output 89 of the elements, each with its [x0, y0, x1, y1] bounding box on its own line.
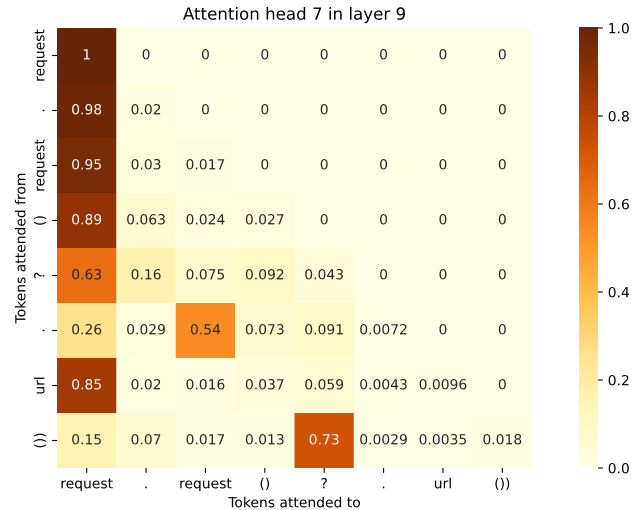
data-label: 0 — [380, 49, 388, 60]
color-bar-label: 0.0 — [608, 462, 629, 474]
data-label: 0.07 — [132, 434, 160, 445]
data-label: 0 — [320, 214, 328, 225]
data-label: 0 — [498, 379, 506, 390]
data-label: 0.0029 — [360, 434, 407, 445]
data-label: 0 — [498, 324, 506, 335]
y-tick-label: request — [34, 139, 48, 191]
x-tick-label: ? — [322, 478, 327, 488]
y-tick-label: () — [34, 216, 46, 225]
color-bar-label: 0.8 — [608, 110, 629, 122]
data-label: 0 — [439, 159, 446, 170]
x-tick-label: . — [382, 486, 384, 488]
y-tick-label: url — [34, 378, 45, 394]
data-label: 0 — [320, 159, 328, 170]
y-tick-label: . — [42, 110, 44, 112]
data-label: 0.063 — [127, 214, 165, 225]
data-label: 0.043 — [305, 269, 343, 280]
data-label: 0 — [202, 49, 209, 60]
data-label: 0.63 — [72, 269, 102, 280]
y-tick-label: ? — [34, 272, 44, 278]
x-tick-label: ()) — [495, 478, 510, 490]
data-label: 0.029 — [127, 324, 165, 335]
data-label: 0.0096 — [420, 379, 466, 390]
data-label: 0 — [261, 159, 268, 170]
data-label: 0 — [439, 214, 446, 225]
data-label: 1 — [84, 49, 90, 60]
data-label: 0.73 — [310, 434, 339, 445]
data-label: 0.02 — [132, 379, 160, 390]
y-tick-label: request — [34, 29, 48, 81]
data-label: 0.013 — [246, 434, 284, 445]
data-label: 0.075 — [186, 269, 224, 280]
data-label: 0 — [380, 269, 388, 280]
data-label: 0 — [142, 49, 150, 60]
data-label: 0 — [439, 269, 446, 280]
data-label: 0.024 — [186, 214, 225, 225]
data-label: 0.26 — [72, 324, 102, 335]
data-label: 0.15 — [72, 434, 101, 445]
data-label: 0.091 — [305, 324, 343, 335]
data-label: 0 — [498, 214, 506, 225]
data-label: 0.016 — [186, 379, 224, 390]
data-label: 0 — [380, 214, 388, 225]
data-label: 0.89 — [72, 214, 102, 225]
x-tick-label: request — [62, 478, 113, 492]
color-bar-label: 0.6 — [608, 198, 629, 210]
data-label: 0.95 — [72, 159, 101, 170]
data-label: 0 — [498, 104, 506, 115]
data-label: 0 — [439, 104, 446, 115]
data-label: 0 — [261, 49, 268, 60]
data-label: 0.16 — [132, 269, 161, 280]
data-label: 0.059 — [305, 379, 344, 390]
data-label: 0.073 — [246, 324, 284, 335]
data-label: 0 — [320, 104, 328, 115]
data-label: 0.0043 — [360, 379, 407, 390]
data-label: 0 — [439, 49, 446, 60]
data-label: 0 — [380, 104, 388, 115]
data-label: 0 — [261, 104, 268, 115]
y-axis-title: Tokens attended from — [14, 174, 26, 324]
data-label: 0.017 — [186, 159, 224, 170]
x-axis-title: Tokens attended to — [228, 496, 360, 508]
data-label: 0.0035 — [420, 434, 466, 445]
color-bar-label: 0.2 — [608, 374, 628, 386]
x-tick-label: () — [260, 478, 270, 490]
x-tick-label: request — [180, 478, 232, 492]
data-label: 0 — [202, 104, 209, 115]
data-label: 0.98 — [72, 104, 102, 115]
data-label: 0.027 — [246, 214, 284, 225]
data-label: 0 — [498, 49, 506, 60]
x-tick-label: url — [434, 478, 451, 488]
data-label: 0.018 — [483, 434, 522, 445]
data-label: 0.092 — [246, 269, 284, 280]
color-bar-label: 1.0 — [609, 22, 629, 34]
data-label: 0 — [498, 269, 506, 280]
chart-title: Attention head 7 in layer 9 — [183, 7, 405, 24]
data-label: 0.037 — [246, 379, 284, 390]
y-tick-label: ()) — [34, 434, 46, 448]
data-label: 0 — [320, 49, 328, 60]
data-label: 0 — [498, 159, 506, 170]
data-label: 0 — [380, 159, 388, 170]
data-label: 0.54 — [190, 324, 220, 335]
data-label: 0.03 — [132, 159, 160, 170]
x-tick-label: . — [145, 486, 147, 488]
data-label: 0.0072 — [360, 324, 406, 335]
data-label: 0.85 — [72, 379, 101, 390]
data-label: 0 — [439, 324, 446, 335]
color-bar-label: 0.4 — [608, 286, 630, 298]
y-tick-label: . — [42, 330, 44, 332]
data-label: 0.02 — [132, 104, 160, 115]
data-label: 0.017 — [186, 434, 224, 445]
